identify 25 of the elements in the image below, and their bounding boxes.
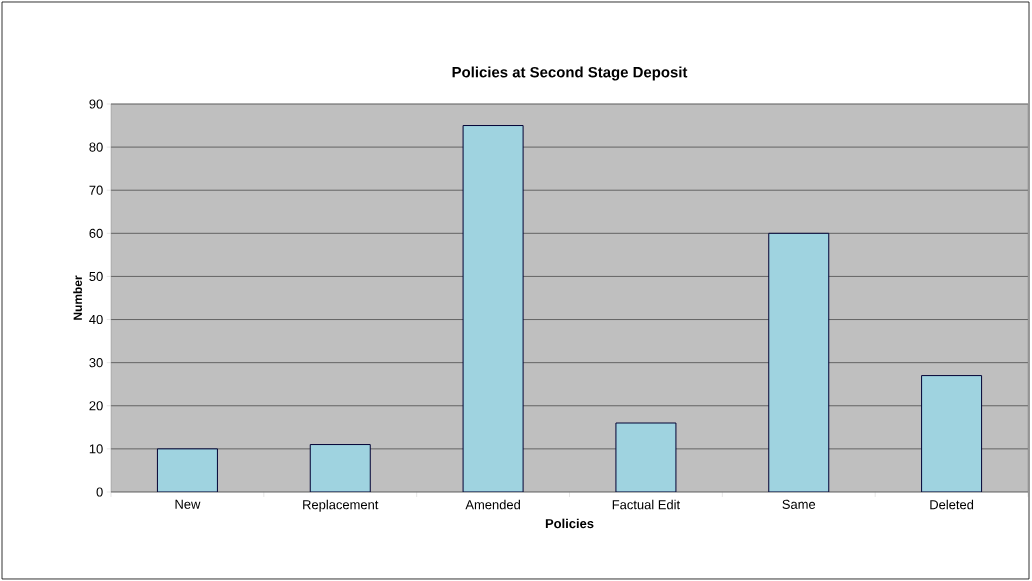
y-tick-label: 60 (89, 228, 103, 238)
bar (156, 448, 218, 492)
y-tick-label: 0 (96, 487, 103, 497)
y-tick-label: 40 (89, 314, 103, 325)
y-tick-label: 30 (89, 358, 103, 368)
x-tick-label: Amended (465, 499, 520, 510)
x-tick-label: New (175, 499, 201, 509)
y-axis-title: Number (73, 275, 82, 320)
y-tick-label: 70 (89, 185, 103, 195)
y-tick-label: 10 (89, 444, 103, 454)
bar (768, 232, 830, 492)
bar (615, 422, 677, 492)
x-tick-label: Deleted (930, 499, 974, 510)
y-tick-label: 80 (89, 142, 103, 152)
y-tick-label: 20 (89, 401, 103, 411)
y-tick-label: 90 (89, 99, 103, 109)
y-tick-label: 50 (89, 271, 103, 282)
chart-title: Policies at Second Stage Deposit (452, 66, 688, 81)
x-tick-label: Replacement (303, 499, 379, 512)
bar (921, 375, 983, 492)
bar (309, 444, 371, 492)
x-tick-label: Factual Edit (612, 499, 680, 510)
x-axis-title: Policies (545, 518, 594, 529)
x-tick-label: Same (782, 499, 816, 509)
bar (462, 125, 524, 492)
